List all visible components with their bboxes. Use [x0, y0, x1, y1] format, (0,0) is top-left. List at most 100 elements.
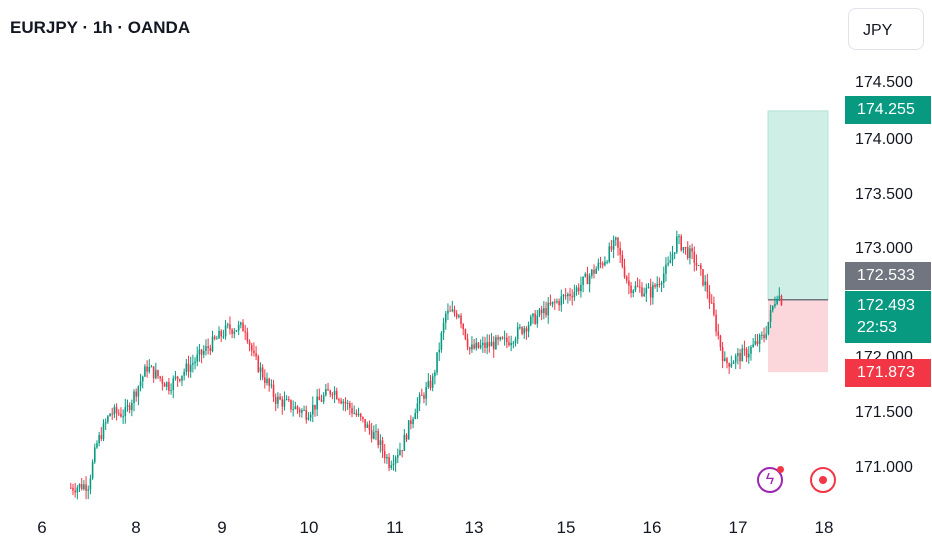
candles — [70, 230, 783, 500]
candle-body — [196, 354, 199, 362]
record-dot — [819, 476, 827, 484]
candle-body — [591, 269, 593, 276]
candle-body — [272, 384, 275, 397]
candle-body — [314, 404, 316, 410]
candle-body — [632, 290, 635, 293]
candle-body — [556, 301, 558, 303]
candle-body — [652, 285, 654, 298]
currency-button[interactable]: JPY — [848, 8, 924, 50]
record-icon[interactable] — [810, 467, 836, 493]
candle-body — [104, 421, 107, 424]
candle-body — [403, 434, 406, 451]
candle-body — [72, 487, 74, 491]
candle-body — [466, 338, 469, 348]
candle-body — [155, 370, 157, 379]
candle-body — [534, 313, 536, 324]
candle-body — [181, 375, 183, 381]
candle-body — [292, 409, 294, 411]
candle-body — [638, 286, 641, 288]
candle-body — [510, 342, 512, 346]
candle-body — [207, 346, 209, 349]
candle-body — [497, 337, 499, 340]
candle-body — [488, 342, 491, 347]
candle-body — [490, 341, 493, 347]
candle-body — [344, 401, 347, 404]
candle-body — [543, 308, 545, 314]
candle-body — [519, 327, 521, 329]
candle-body — [264, 377, 266, 384]
candle-body — [111, 413, 114, 415]
candle-body — [194, 361, 196, 364]
candle-body — [303, 409, 305, 411]
candle-body — [165, 382, 168, 387]
candle-body — [540, 309, 543, 314]
candle-body — [298, 409, 301, 413]
price-label: 174.000 — [855, 131, 913, 148]
candle-body — [359, 413, 362, 417]
candle-body — [331, 394, 334, 396]
candle-body — [176, 376, 179, 380]
candle-body — [373, 432, 375, 439]
candle-body — [148, 366, 151, 372]
candle-body — [235, 330, 238, 332]
candle-body — [582, 276, 584, 285]
stop-price-badge: 171.873 — [845, 359, 931, 387]
candle-body — [137, 386, 140, 397]
candle-body — [560, 296, 563, 306]
lightning-alert-icon[interactable]: ϟ — [757, 466, 784, 493]
candle-body — [717, 331, 720, 336]
candle-body — [93, 447, 96, 462]
candle-body — [133, 391, 135, 404]
candle-body — [700, 265, 702, 270]
candle-body — [150, 366, 153, 368]
candle-body — [682, 247, 685, 251]
candle-body — [131, 403, 133, 411]
candle-body — [316, 396, 318, 410]
candle-body — [484, 342, 486, 348]
candle-body — [224, 325, 227, 337]
candle-body — [192, 363, 194, 365]
candle-body — [521, 327, 523, 334]
candle-body — [412, 419, 414, 425]
candle-body — [353, 413, 355, 415]
candle-body — [676, 236, 678, 253]
candle-body — [545, 308, 547, 316]
candle-body — [440, 332, 443, 350]
candle-body — [604, 261, 606, 266]
candle-body — [394, 457, 397, 464]
candle-body — [778, 295, 781, 299]
candle-body — [671, 254, 674, 261]
candle-body — [691, 248, 693, 252]
candle-body — [708, 292, 711, 303]
candle-body — [728, 363, 730, 367]
candle-body — [501, 337, 504, 339]
candle-body — [482, 342, 484, 346]
candle-body — [414, 412, 417, 420]
candle-body — [726, 358, 728, 364]
candle-body — [442, 322, 445, 333]
candle-body — [569, 293, 571, 297]
candle-body — [397, 454, 399, 458]
candle-body — [423, 395, 425, 399]
candle-body — [615, 237, 617, 240]
candle-body — [529, 316, 532, 326]
candle-body — [553, 301, 556, 303]
candle-body — [102, 423, 105, 440]
current-price-badge: 172.493 22:53 — [845, 291, 931, 343]
candle-body — [179, 379, 181, 381]
candle-body — [399, 450, 401, 455]
time-label: 11 — [386, 518, 404, 537]
target-zone — [767, 110, 829, 301]
candle-body — [257, 356, 260, 372]
candle-body — [667, 263, 669, 265]
candle-body — [250, 344, 253, 351]
candle-body — [636, 285, 639, 287]
candle-body — [704, 281, 706, 286]
candle-body — [318, 396, 321, 401]
time-label: 18 — [814, 518, 834, 537]
candle-body — [401, 450, 403, 452]
candle-body — [427, 380, 430, 388]
candle-body — [706, 281, 709, 293]
candle-body — [325, 389, 327, 396]
